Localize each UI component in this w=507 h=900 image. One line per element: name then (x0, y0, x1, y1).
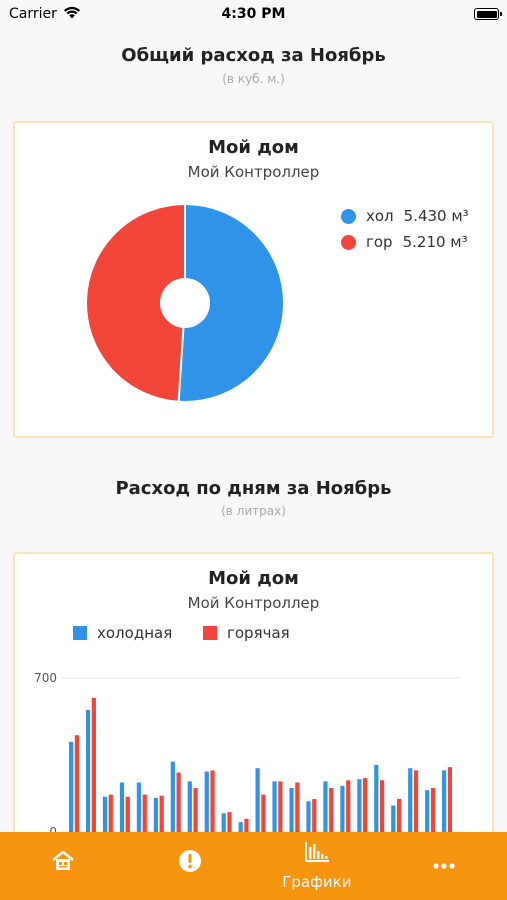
wifi-icon (63, 6, 81, 23)
bar-cold-18 (374, 764, 379, 832)
bar-hot-20 (413, 770, 419, 832)
daily-title: Расход по дням за Ноябрь (115, 478, 392, 499)
bar-hot-22 (447, 767, 453, 832)
bar-cold-8 (204, 771, 209, 832)
legend-label: холодная (97, 624, 173, 642)
bar-cold-7 (187, 781, 192, 832)
bar-cold-19 (391, 805, 396, 832)
bar-hot-19 (396, 799, 402, 832)
tab-alerts[interactable] (127, 832, 254, 900)
chart-icon (304, 841, 330, 867)
summary-card-subtitle: Мой Контроллер (187, 163, 320, 181)
bar-hot-11 (261, 794, 266, 832)
bar-cold-11 (255, 768, 260, 832)
legend-dot (341, 208, 356, 224)
legend-label: гор (366, 233, 393, 251)
tab-charts[interactable]: Графики (254, 832, 381, 900)
bar-cold-21 (425, 790, 430, 832)
bar-hot-12 (278, 781, 283, 832)
bar-cold-9 (221, 813, 226, 832)
home-icon (51, 850, 75, 876)
tab-bar: Графики (0, 832, 507, 900)
bar-hot-18 (380, 780, 385, 832)
daily-card: Мой дом Мой Контроллер холодная горячая … (13, 552, 494, 852)
summary-title: Общий расход за Ноябрь (121, 45, 386, 66)
pie-slice-1 (85, 202, 186, 403)
bar-hot-15 (329, 788, 334, 832)
bar-cold-13 (289, 788, 294, 832)
bar-cold-12 (272, 781, 277, 832)
pie-legend-cold: хол 5.430 м³ (341, 207, 469, 225)
bar-hot-21 (430, 788, 436, 832)
legend-label: горячая (227, 624, 290, 642)
tab-charts-label: Графики (282, 873, 352, 891)
bar-cold-2 (102, 796, 108, 832)
daily-unit-note: (в литрах) (221, 504, 286, 518)
bar-legend-cold: холодная (73, 624, 172, 642)
daily-card-subtitle: Мой Контроллер (187, 594, 320, 612)
legend-dot (341, 234, 356, 250)
bar-legend-hot: горячая (203, 624, 290, 642)
legend-square (73, 626, 87, 640)
legend-square (203, 626, 217, 640)
bar-cold-22 (442, 770, 447, 832)
alert-icon (178, 849, 202, 877)
bar-hot-2 (108, 794, 113, 832)
bar-chart: 0700 (34, 671, 459, 839)
summary-unit-note: (в куб. м.) (222, 72, 285, 86)
battery-icon (474, 8, 502, 20)
bar-hot-9 (227, 812, 232, 832)
summary-card-title: Мой дом (208, 137, 299, 158)
status-bar: Carrier 4:30 PM (0, 0, 507, 28)
pie-slice-0 (177, 202, 285, 403)
legend-value: 5.430 м³ (403, 207, 469, 225)
carrier-label: Carrier (9, 6, 57, 22)
bar-cold-5 (153, 797, 158, 832)
bar-hot-1 (91, 697, 96, 832)
bar-cold-16 (340, 785, 345, 832)
tab-home[interactable] (0, 832, 127, 900)
bar-cold-17 (357, 779, 362, 832)
bar-hot-17 (363, 778, 368, 832)
bar-cold-3 (119, 782, 125, 832)
bar-cold-14 (306, 801, 311, 832)
pie-legend-hot: гор 5.210 м³ (341, 233, 468, 251)
bar-cold-20 (408, 768, 413, 832)
more-icon (433, 854, 455, 873)
bar-hot-14 (312, 799, 317, 832)
bar-cold-0 (69, 741, 74, 832)
pie-hole (160, 278, 210, 328)
bar-cold-4 (136, 782, 142, 832)
tab-more[interactable] (380, 832, 507, 900)
bar-cold-1 (85, 709, 91, 832)
bar-hot-10 (244, 818, 249, 832)
bar-cold-15 (323, 781, 328, 832)
bar-hot-8 (210, 770, 215, 832)
bar-hot-6 (176, 772, 181, 832)
bar-hot-7 (193, 788, 198, 832)
bar-hot-13 (295, 782, 300, 832)
legend-value: 5.210 м³ (402, 233, 468, 251)
y-tick-label: 700 (34, 671, 57, 685)
bar-hot-0 (74, 735, 79, 832)
bar-hot-5 (159, 795, 164, 832)
summary-card: Мой дом Мой Контроллер хол 5.430 м³ гор … (13, 121, 494, 438)
bar-hot-4 (142, 794, 147, 832)
daily-card-title: Мой дом (208, 568, 299, 589)
bar-hot-3 (125, 796, 130, 832)
legend-label: хол (366, 207, 394, 225)
bar-cold-10 (238, 822, 243, 832)
bar-cold-6 (170, 761, 175, 832)
pie-chart (85, 202, 285, 403)
bar-hot-16 (346, 780, 351, 832)
